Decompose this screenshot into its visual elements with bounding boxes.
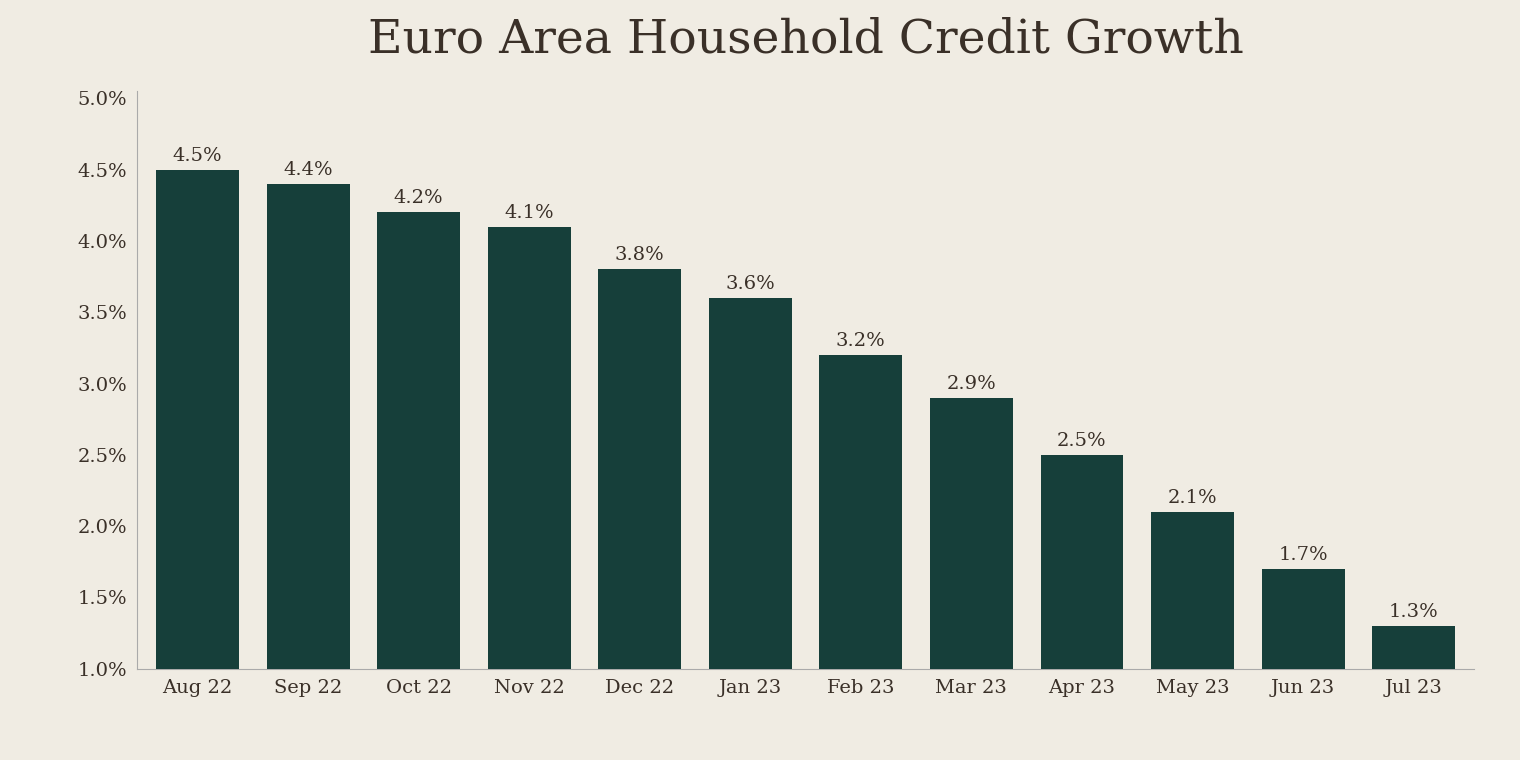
Bar — [1262, 569, 1345, 669]
Bar — [488, 226, 570, 669]
Bar — [377, 213, 461, 669]
Title: Euro Area Household Credit Growth: Euro Area Household Credit Growth — [368, 17, 1243, 62]
Text: 4.4%: 4.4% — [283, 161, 333, 179]
Text: 3.6%: 3.6% — [725, 275, 775, 293]
Bar — [708, 298, 792, 669]
Bar — [930, 397, 1012, 669]
Text: 2.9%: 2.9% — [947, 375, 996, 393]
Text: 1.3%: 1.3% — [1389, 603, 1438, 621]
Text: 3.2%: 3.2% — [836, 332, 886, 350]
Text: 4.1%: 4.1% — [505, 204, 555, 222]
Bar — [266, 184, 350, 669]
Text: 4.5%: 4.5% — [173, 147, 222, 165]
Text: 4.2%: 4.2% — [394, 189, 444, 207]
Bar — [599, 270, 681, 669]
Text: 3.8%: 3.8% — [616, 246, 664, 264]
Text: 2.5%: 2.5% — [1056, 432, 1107, 450]
Bar — [819, 355, 903, 669]
Bar — [1151, 512, 1234, 669]
Bar — [1373, 626, 1455, 669]
Bar — [157, 169, 239, 669]
Bar — [1041, 455, 1123, 669]
Text: 2.1%: 2.1% — [1167, 489, 1218, 507]
Text: 1.7%: 1.7% — [1278, 546, 1328, 564]
